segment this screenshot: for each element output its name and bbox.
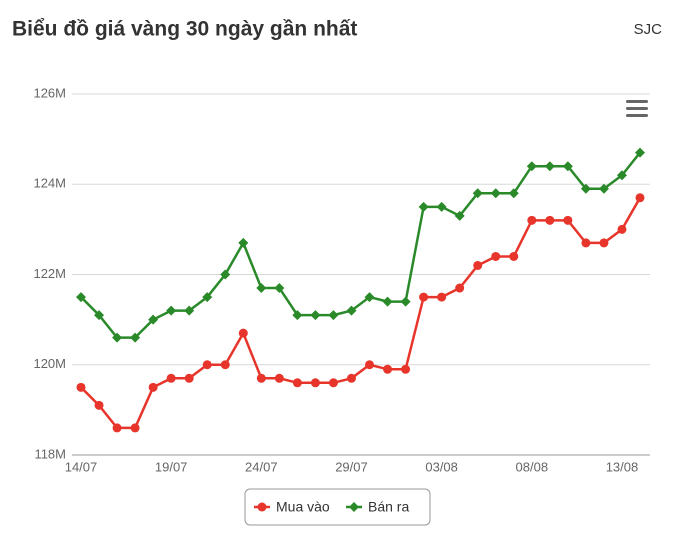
point xyxy=(130,423,140,433)
point xyxy=(346,305,357,316)
point xyxy=(509,251,519,261)
menu-bar xyxy=(626,107,648,110)
y-tick-label: 120M xyxy=(33,356,66,371)
x-tick-label: 19/07 xyxy=(155,459,188,474)
menu-bar xyxy=(626,114,648,117)
point xyxy=(238,237,249,248)
x-tick-label: 03/08 xyxy=(425,459,458,474)
legend-box xyxy=(244,488,431,526)
point xyxy=(130,332,141,343)
point xyxy=(112,423,122,433)
point xyxy=(274,283,285,294)
point xyxy=(202,360,212,370)
point xyxy=(419,292,429,302)
point xyxy=(349,502,359,512)
legend-label: Bán ra xyxy=(368,499,409,515)
legend-label: Mua vào xyxy=(276,499,330,515)
point xyxy=(76,292,86,303)
point xyxy=(598,183,609,194)
point xyxy=(166,373,176,383)
point xyxy=(382,296,393,307)
point xyxy=(437,292,447,302)
chart-title: Biểu đồ giá vàng 30 ngày gần nhất xyxy=(12,18,357,41)
point xyxy=(635,147,645,158)
y-tick-label: 126M xyxy=(33,85,66,100)
point xyxy=(94,310,105,321)
point xyxy=(365,360,375,370)
point xyxy=(563,215,573,225)
point xyxy=(545,215,555,225)
point xyxy=(491,251,501,261)
point xyxy=(184,305,195,316)
point xyxy=(616,170,627,181)
x-tick-label: 29/07 xyxy=(335,459,368,474)
point xyxy=(635,193,645,203)
y-tick-label: 124M xyxy=(33,176,66,191)
point xyxy=(238,328,248,338)
point xyxy=(527,215,537,225)
y-tick-label: 118M xyxy=(34,446,66,461)
source: SJC xyxy=(634,21,663,38)
x-tick-label: 24/07 xyxy=(245,459,278,474)
point xyxy=(148,314,159,325)
point xyxy=(490,188,501,199)
point xyxy=(166,305,177,316)
y-tick-label: 122M xyxy=(33,266,66,281)
point xyxy=(94,400,104,410)
point xyxy=(562,161,573,172)
point xyxy=(580,183,591,194)
point xyxy=(454,210,465,221)
legend-item[interactable]: Bán ra xyxy=(346,499,409,515)
point xyxy=(274,373,284,383)
x-tick-label: 14/07 xyxy=(65,459,98,474)
point xyxy=(112,332,123,343)
menu-button[interactable] xyxy=(626,100,648,117)
point xyxy=(346,373,356,383)
point xyxy=(364,292,375,303)
point xyxy=(473,260,483,270)
point xyxy=(526,161,537,172)
point xyxy=(310,310,321,321)
point xyxy=(455,283,465,293)
point xyxy=(472,188,483,199)
point xyxy=(617,224,627,234)
point xyxy=(256,283,267,294)
point xyxy=(581,238,591,248)
point xyxy=(418,201,429,212)
point xyxy=(508,188,519,199)
point xyxy=(599,238,609,248)
line xyxy=(80,151,641,339)
point xyxy=(383,364,393,374)
menu-bar xyxy=(626,100,648,103)
point xyxy=(220,269,231,280)
legend-item[interactable]: Mua vào xyxy=(254,499,330,515)
point xyxy=(328,310,339,321)
point xyxy=(76,382,86,392)
point xyxy=(328,378,338,388)
point xyxy=(292,378,302,388)
point xyxy=(148,382,158,392)
x-tick-label: 13/08 xyxy=(606,459,639,474)
point xyxy=(400,296,411,307)
x-tick-label: 08/08 xyxy=(516,459,549,474)
point xyxy=(310,378,320,388)
point xyxy=(184,373,194,383)
point xyxy=(544,161,555,172)
point xyxy=(202,292,213,303)
point xyxy=(292,310,303,321)
point xyxy=(436,201,447,212)
point xyxy=(256,373,266,383)
point xyxy=(220,360,230,370)
point xyxy=(257,502,267,512)
point xyxy=(401,364,411,374)
